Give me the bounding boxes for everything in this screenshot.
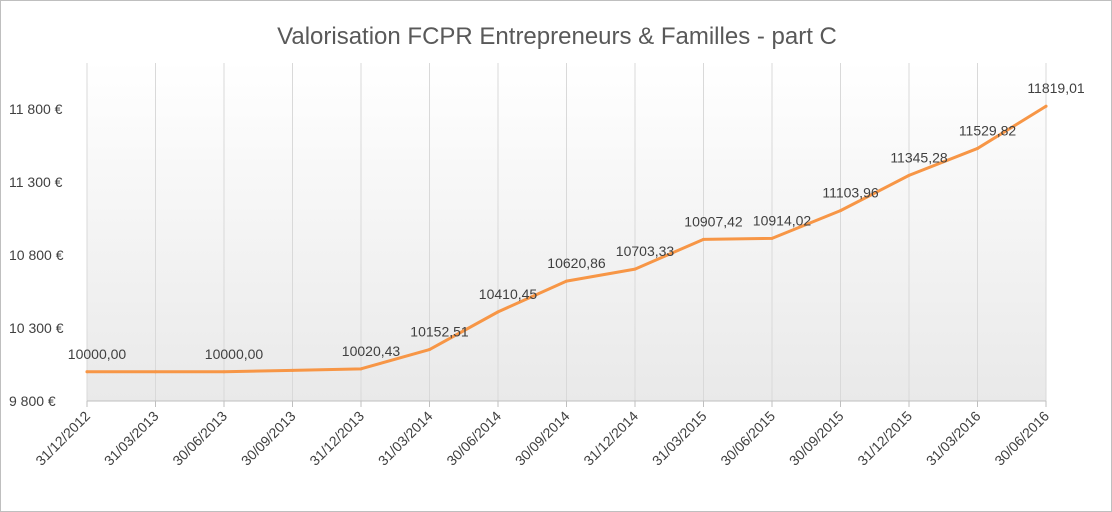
plot-area: 9 800 € 10 300 € 10 800 € 11 300 € 11 800 € 3…: [9, 61, 1085, 469]
x-tick-label: 31/03/2015: [649, 408, 710, 469]
data-point: [839, 209, 842, 213]
data-point: [85, 370, 89, 374]
x-tick-label: 30/09/2013: [238, 408, 299, 469]
data-point: [702, 237, 705, 241]
data-point: [976, 146, 979, 150]
data-label: 10410,45: [479, 286, 538, 302]
data-point: [633, 267, 637, 271]
x-tick-label: 31/12/2012: [32, 408, 93, 469]
x-tick-label: 31/03/2014: [375, 408, 436, 469]
y-tick-label: 9 800 €: [9, 393, 56, 409]
x-tick-label: 31/03/2013: [101, 408, 162, 469]
data-point: [770, 236, 774, 240]
data-label: 11345,28: [890, 149, 948, 165]
data-label: 10914,02: [753, 212, 812, 228]
data-label: 10703,33: [616, 243, 675, 259]
x-tick-label: 31/03/2016: [923, 408, 984, 469]
data-label: 10620,86: [547, 255, 606, 271]
data-label: 11819,01: [1027, 80, 1085, 96]
data-point: [359, 367, 363, 371]
data-point: [428, 348, 431, 352]
y-tick-label: 11 300 €: [9, 174, 63, 190]
x-tick-label: 30/06/2016: [991, 408, 1052, 469]
data-point: [154, 370, 157, 374]
data-label: 10152,51: [410, 324, 469, 340]
data-label: 11529,82: [959, 122, 1017, 138]
x-tick-label: 30/09/2015: [786, 408, 847, 469]
data-point: [496, 310, 500, 314]
x-tick-label: 31/12/2014: [580, 408, 641, 469]
x-tick-label: 30/06/2014: [443, 408, 504, 469]
y-tick-label: 11 800 €: [9, 101, 63, 117]
x-tick-label: 30/06/2013: [169, 408, 230, 469]
y-tick-label: 10 800 €: [9, 247, 64, 263]
data-label: 10907,42: [684, 213, 743, 229]
data-label: 10000,00: [205, 346, 264, 362]
x-tick-label: 31/12/2013: [306, 408, 367, 469]
chart-title: Valorisation FCPR Entrepreneurs & Famill…: [277, 23, 837, 50]
x-tick-label: 31/12/2015: [854, 408, 915, 469]
x-tick-label: 30/09/2014: [512, 408, 573, 469]
data-label: 10020,43: [342, 343, 401, 359]
data-point: [1044, 104, 1048, 108]
data-point: [291, 368, 294, 372]
data-point: [222, 370, 226, 374]
data-point: [565, 279, 568, 283]
data-point: [907, 173, 911, 177]
y-tick-label: 10 300 €: [9, 320, 64, 336]
x-tick-label: 30/06/2015: [717, 408, 778, 469]
data-label: 11103,96: [822, 185, 879, 201]
data-label: 10000,00: [68, 346, 127, 362]
